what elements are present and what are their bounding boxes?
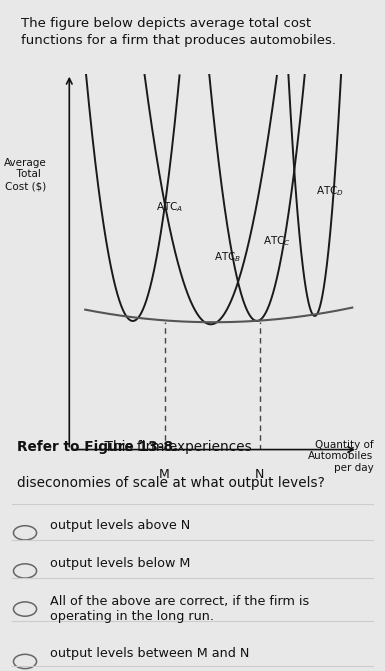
Text: ATC$_D$: ATC$_D$ <box>316 184 344 198</box>
Text: output levels below M: output levels below M <box>50 557 191 570</box>
Text: output levels between M and N: output levels between M and N <box>50 647 249 660</box>
Text: ATC$_B$: ATC$_B$ <box>214 250 241 264</box>
Text: The figure below depicts average total cost: The figure below depicts average total c… <box>21 17 311 30</box>
Text: Average
  Total
Cost ($): Average Total Cost ($) <box>4 158 47 191</box>
Text: output levels above N: output levels above N <box>50 519 190 531</box>
Text: functions for a firm that produces automobiles.: functions for a firm that produces autom… <box>21 34 336 46</box>
Text: M: M <box>159 468 170 481</box>
Text: ATC$_A$: ATC$_A$ <box>156 201 183 214</box>
Text: diseconomies of scale at what output levels?: diseconomies of scale at what output lev… <box>17 476 325 490</box>
Text: N: N <box>255 468 264 481</box>
Text: Refer to Figure 13-8.: Refer to Figure 13-8. <box>17 440 179 454</box>
Text: Quantity of
Automobiles
per day: Quantity of Automobiles per day <box>308 440 373 472</box>
Text: This firm experiences: This firm experiences <box>17 440 252 454</box>
Text: ATC$_C$: ATC$_C$ <box>263 234 291 248</box>
Text: All of the above are correct, if the firm is
operating in the long run.: All of the above are correct, if the fir… <box>50 595 309 623</box>
